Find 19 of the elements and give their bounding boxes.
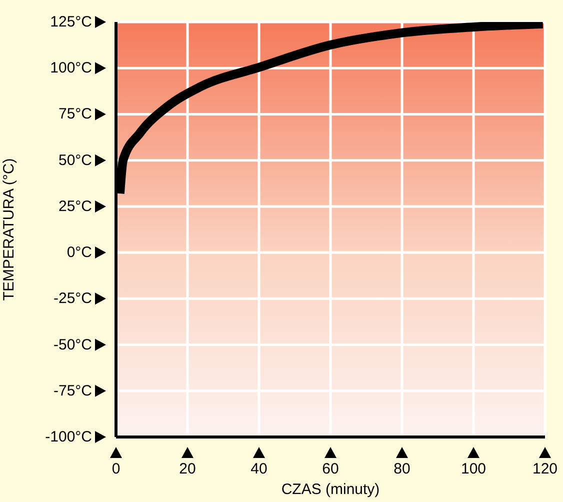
x-tick-label: 60 bbox=[322, 460, 339, 478]
y-tick-label: 100°C bbox=[50, 60, 92, 77]
y-tick-label: 125°C bbox=[50, 14, 92, 30]
x-axis-title: CZAS (minuty) bbox=[281, 481, 380, 498]
x-tick-label: 0 bbox=[112, 460, 120, 478]
x-tick-label: 80 bbox=[394, 460, 410, 478]
y-axis-title: TEMPERATURA (°C) bbox=[0, 158, 18, 301]
x-tick-label: 120 bbox=[532, 460, 558, 478]
y-tick-label: 0°C bbox=[66, 244, 92, 262]
y-tick-label: 75°C bbox=[58, 106, 92, 123]
y-tick-label: -50°C bbox=[53, 336, 92, 354]
x-tick-label: 40 bbox=[250, 460, 268, 478]
y-tick-label: -100°C bbox=[45, 428, 92, 446]
y-tick-label: -75°C bbox=[53, 382, 92, 400]
x-tick-label: 100 bbox=[460, 460, 486, 478]
y-tick-label: 25°C bbox=[58, 198, 92, 215]
y-tick-label: -25°C bbox=[53, 290, 92, 308]
x-tick-label: 20 bbox=[179, 460, 196, 478]
y-tick-label: 50°C bbox=[58, 152, 92, 169]
